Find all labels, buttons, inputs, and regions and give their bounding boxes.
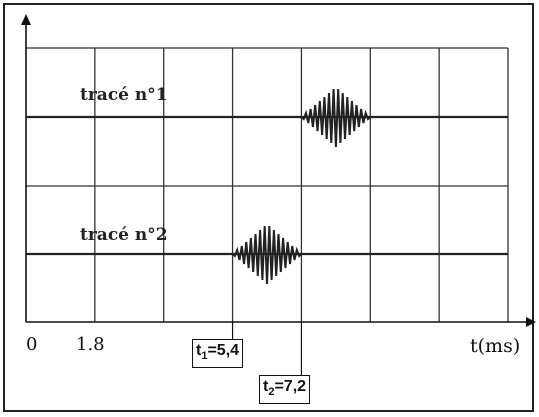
- trace-1-burst: [300, 88, 371, 148]
- figure-frame: [3, 3, 534, 412]
- x-tick-0: 0: [26, 334, 37, 355]
- trace-1-label: tracé n°1: [80, 85, 168, 105]
- t1-value: =5,4: [207, 342, 240, 359]
- t2-annotation: t2=7,2: [259, 375, 311, 405]
- t2-prefix: t: [263, 378, 269, 395]
- t1-sub: 1: [201, 350, 208, 363]
- traces: [26, 88, 508, 285]
- trace-2-burst: [231, 225, 303, 285]
- y-axis-arrow: [21, 14, 31, 25]
- t2-value: =7,2: [274, 378, 307, 395]
- x-axis-label: t(ms): [470, 335, 520, 357]
- t1-annotation: t1=5,4: [192, 339, 244, 369]
- t2-sub: 2: [268, 386, 275, 399]
- trace-2-label: tracé n°2: [80, 225, 168, 245]
- axes: [21, 14, 536, 376]
- t1-prefix: t: [196, 342, 202, 359]
- x-axis-arrow: [526, 317, 536, 327]
- x-tick-1: 1.8: [76, 334, 105, 355]
